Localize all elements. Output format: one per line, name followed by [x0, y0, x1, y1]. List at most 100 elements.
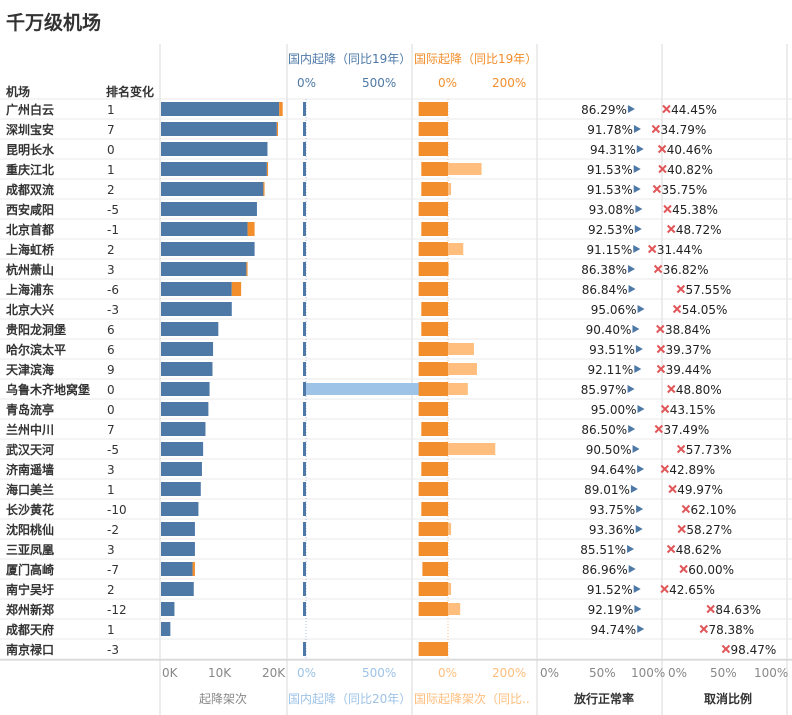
intl-19-bar: [418, 282, 448, 296]
flights-extra-bar: [263, 182, 265, 196]
flights-axis-label: 起降架次: [199, 692, 248, 706]
rank-change: 0: [107, 383, 115, 397]
ontime-value: 85.51%: [580, 543, 626, 557]
ontime-arrow-icon: [628, 565, 636, 573]
ontime-arrow-icon: [628, 425, 636, 433]
rank-change: -12: [107, 603, 127, 617]
intl-19-bar: [418, 342, 448, 356]
domestic-19-bar: [303, 162, 306, 176]
intl-19-bar: [421, 182, 448, 196]
domestic-19-bar: [303, 142, 306, 156]
intl-19-bar: [418, 402, 448, 416]
domestic-bottom-tick-0: 0%: [297, 666, 317, 680]
intl-19-bar: [418, 522, 448, 536]
cancel-value: 48.80%: [676, 383, 722, 397]
ontime-arrow-icon: [637, 465, 645, 473]
cancel-cross-icon: [647, 244, 657, 254]
airport-name: 武汉天河: [6, 442, 54, 457]
cancel-value: 48.72%: [676, 223, 722, 237]
flights-bar: [161, 502, 199, 516]
intl-20-bar: [448, 343, 474, 355]
ontime-value: 86.84%: [582, 283, 628, 297]
cancel-tick-0: 0%: [668, 666, 688, 680]
flights-bar: [161, 302, 232, 316]
ontime-value: 95.06%: [591, 303, 637, 317]
flights-bar: [161, 422, 206, 436]
flights-extra-bar: [279, 102, 283, 116]
cancel-value: 38.84%: [665, 323, 711, 337]
intl-19-bar: [421, 222, 448, 236]
domestic-19-bar: [303, 542, 306, 556]
cancel-value: 42.89%: [669, 463, 715, 477]
intl-20-axis-label: 国际起降架次（同比..: [414, 692, 530, 706]
airport-name: 贵阳龙洞堡: [6, 322, 66, 337]
ontime-arrow-icon: [633, 165, 641, 173]
rank-change: -3: [107, 303, 119, 317]
cancel-value: 42.65%: [669, 583, 715, 597]
cancel-cross-icon: [656, 364, 666, 374]
airport-name: 郑州新郑: [6, 602, 54, 617]
intl-19-bar: [418, 102, 448, 116]
domestic-19-bar: [303, 242, 306, 256]
airport-name: 杭州萧山: [6, 262, 54, 277]
flights-tick-10k: 10K: [208, 666, 232, 680]
airport-name: 兰州中川: [6, 422, 54, 437]
ontime-value: 93.36%: [589, 523, 635, 537]
cancel-cross-icon: [652, 184, 662, 194]
rank-change: 2: [107, 183, 115, 197]
ontime-value: 92.19%: [588, 603, 634, 617]
ontime-arrow-icon: [633, 125, 641, 133]
ontime-arrow-icon: [637, 405, 645, 413]
intl-bottom-tick-0: 0%: [438, 666, 458, 680]
rank-change: 3: [107, 263, 115, 277]
cancel-tick-100: 100%: [754, 666, 789, 680]
cancel-value: 39.44%: [666, 363, 712, 377]
rank-change: 6: [107, 323, 115, 337]
ontime-value: 90.40%: [586, 323, 632, 337]
airport-name: 成都天府: [6, 622, 54, 637]
rank-change: 3: [107, 543, 115, 557]
ontime-value: 91.53%: [587, 163, 633, 177]
page-title: 千万级机场: [6, 12, 102, 34]
airport-name: 北京大兴: [6, 302, 54, 317]
airport-name: 乌鲁木齐地窝堡: [6, 382, 90, 397]
intl-20-bar: [448, 603, 461, 615]
flights-bar: [161, 622, 171, 636]
rank-change: -10: [107, 503, 127, 517]
intl-19-bar: [422, 562, 448, 576]
cancel-cross-icon: [660, 584, 669, 594]
ontime-arrow-icon: [628, 265, 636, 273]
rank-change: 2: [107, 583, 115, 597]
ontime-arrow-icon: [637, 625, 645, 633]
cancel-value: 54.05%: [682, 303, 728, 317]
intl-bottom-tick-200: 200%: [492, 666, 527, 680]
flights-bar: [161, 562, 193, 576]
cancel-cross-icon: [677, 524, 686, 534]
ontime-value: 92.53%: [588, 223, 634, 237]
rank-change: 0: [107, 403, 115, 417]
cancel-cross-icon: [662, 104, 671, 114]
cancel-cross-icon: [666, 224, 676, 234]
flights-bar: [161, 202, 257, 216]
ontime-arrow-icon: [630, 485, 638, 493]
intl-19-bar: [418, 442, 448, 456]
cancel-cross-icon: [667, 384, 676, 394]
ontime-arrow-icon: [634, 225, 642, 233]
intl-19-bar: [418, 202, 448, 216]
cancel-value: 78.38%: [708, 623, 754, 637]
intl-20-bar: [448, 523, 452, 535]
intl-19-bar: [421, 162, 448, 176]
domestic-19-bar: [303, 222, 306, 236]
ontime-arrow-icon: [637, 305, 645, 313]
intl-19-bar: [421, 502, 448, 516]
ontime-arrow-icon: [636, 145, 644, 153]
cancel-value: 48.62%: [676, 543, 722, 557]
cancel-cross-icon: [706, 604, 715, 614]
cancel-value: 57.73%: [686, 443, 732, 457]
cancel-value: 60.00%: [688, 563, 734, 577]
flights-bar: [161, 602, 175, 616]
cancel-value: 84.63%: [715, 603, 761, 617]
cancel-value: 40.82%: [667, 163, 713, 177]
cancel-value: 62.10%: [691, 503, 737, 517]
airport-name: 西安咸阳: [6, 202, 54, 217]
